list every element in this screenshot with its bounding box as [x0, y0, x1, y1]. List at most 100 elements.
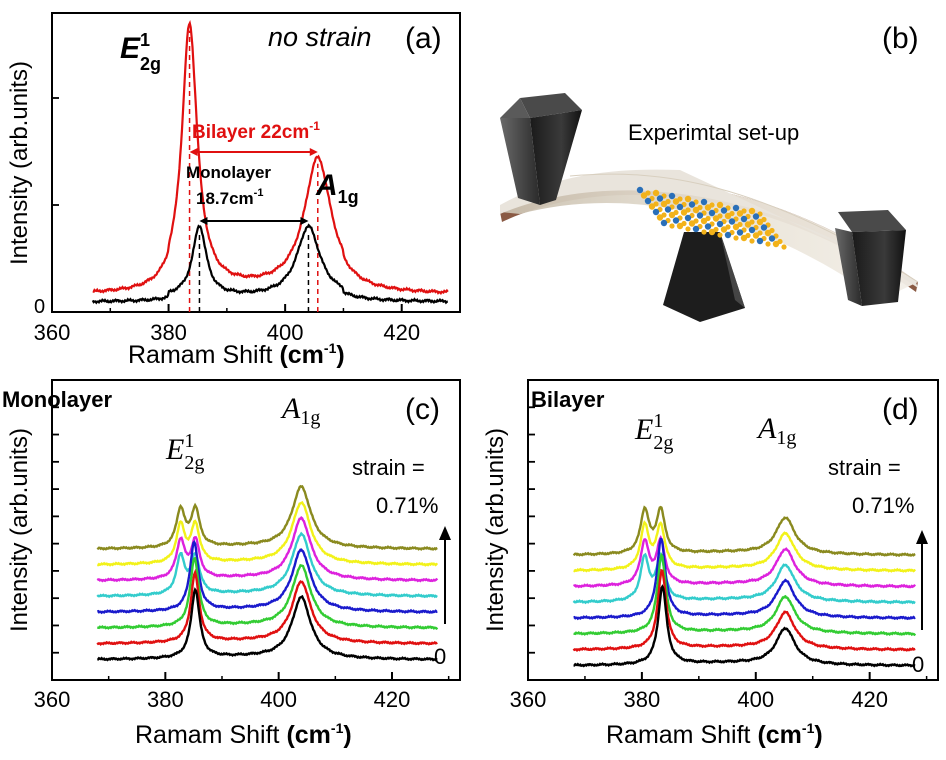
panel-d-strain-series-2: [573, 552, 917, 637]
panel-c-xtick-label: 400: [260, 687, 297, 712]
panel-d-strain-series-0: [573, 584, 916, 668]
lattice-atom: [676, 203, 684, 211]
lattice-atom: [720, 207, 728, 214]
lattice-atom: [660, 219, 668, 227]
panel-d-strain-series-1: [572, 568, 916, 652]
lattice-atom: [752, 232, 760, 239]
lattice-atom: [692, 225, 700, 233]
panel-c-strain-label: strain =: [352, 455, 425, 480]
panel-d-ticks: 360 380 400 420: [510, 406, 928, 712]
panel-c-a1g: A1g: [280, 392, 320, 429]
panel-a-annotations: [189, 148, 318, 225]
lattice-atom: [704, 223, 712, 230]
lattice-atom: [781, 244, 787, 250]
panel-c: 360 380 400 420 Monolayer (c) E1 2g A1g stra…: [2, 379, 461, 749]
panel-d-ylabel: Intensity (arb.units): [482, 428, 509, 632]
panel-a-monolayer-value: 18.7cm-1: [196, 187, 263, 208]
lattice-atom: [716, 220, 724, 228]
lattice-atom: [716, 201, 724, 209]
panel-a-a1g: A1g: [315, 169, 359, 207]
panel-d-label: (d): [882, 393, 919, 426]
lattice-atom: [656, 195, 664, 202]
panel-a-yzero: 0: [34, 296, 45, 318]
lattice-atom: [656, 214, 664, 221]
lattice-atom: [756, 218, 764, 226]
lattice-atom: [733, 235, 739, 241]
lattice-atom: [765, 241, 771, 247]
panel-a-label: (a): [405, 22, 442, 55]
panel-a-xtick-label: 380: [150, 320, 187, 345]
panel-d: 360 380 400 420 Bilayer (d) E1 2g A1g strain…: [482, 379, 939, 749]
lattice-atom: [672, 198, 680, 205]
lattice-atom: [701, 229, 707, 235]
panel-d-curves: [572, 505, 917, 668]
lattice-atom: [700, 217, 708, 225]
lattice-atom: [644, 197, 652, 205]
panel-d-xtick-label: 400: [737, 687, 774, 712]
panel-c-ticks: 360 380 400 420: [34, 406, 450, 712]
panel-a-bilayer-arrow: [189, 148, 318, 156]
lattice-atom: [744, 221, 752, 228]
panel-a-title: no strain: [268, 22, 372, 52]
left-top-block: [500, 93, 582, 205]
bottom-support: [663, 232, 745, 322]
panel-b: (b) Experimtal set-up: [500, 22, 919, 322]
panel-d-frame: [527, 379, 939, 681]
lattice-atom: [708, 228, 716, 236]
lattice-atom: [760, 224, 768, 231]
panel-d-title: Bilayer: [531, 387, 605, 412]
panel-d-strain-min: 0: [912, 652, 924, 677]
panel-a-ylabel: Intensity (arb.units): [6, 61, 33, 265]
lattice-atom: [732, 204, 740, 212]
panel-d-xlabel: Ramam Shift (cm-1): [606, 720, 823, 749]
mos2-lattice: [636, 186, 787, 250]
panel-c-strain-series-1: [96, 568, 438, 646]
lattice-atom: [636, 186, 644, 194]
panel-c-e2g: E1 2g: [165, 430, 204, 474]
panel-a: 360 380 400 420 (a) no strain E1 2g A1g Bila…: [6, 12, 461, 369]
panel-d-strain-arrow: [916, 530, 928, 630]
lattice-atom: [676, 222, 684, 230]
panel-d-strain-label: strain =: [828, 455, 901, 480]
panel-c-strain-series-7: [96, 484, 438, 551]
panel-c-strain-series-3: [97, 540, 438, 615]
panel-c-xlabel: Ramam Shift (cm-1): [135, 720, 352, 749]
lattice-atom: [692, 206, 700, 214]
lattice-atom: [740, 215, 748, 223]
panel-c-label: (c): [405, 393, 440, 426]
panel-c-strain-min: 0: [434, 644, 446, 669]
panel-c-frame: [51, 379, 461, 681]
panel-c-strain-series-4: [96, 531, 438, 599]
lattice-atom: [748, 207, 756, 215]
panel-d-xtick-label: 420: [851, 687, 888, 712]
right-top-block: [835, 210, 906, 306]
lattice-atom: [749, 238, 755, 244]
panel-c-curves: [96, 484, 439, 662]
panel-a-xtick-label: 400: [267, 320, 304, 345]
panel-c-strain-max: 0.71%: [376, 493, 438, 518]
panel-a-series-monolayer: [91, 223, 449, 305]
lattice-atom: [752, 213, 760, 220]
panel-a-e2g: E1 2g: [120, 30, 161, 74]
panel-a-series-bilayer: [92, 20, 449, 295]
lattice-atom: [700, 198, 708, 206]
lattice-atom: [717, 232, 723, 238]
lattice-atom: [728, 218, 736, 225]
panel-d-e2g: E1 2g: [634, 410, 673, 454]
panel-c-strain-series-2: [96, 556, 439, 631]
panel-a-frame: [51, 12, 461, 313]
lattice-atom: [736, 229, 744, 236]
lattice-atom: [764, 229, 772, 237]
lattice-atom: [768, 235, 776, 242]
lattice-atom: [652, 208, 660, 216]
lattice-atom: [669, 223, 675, 229]
lattice-atom: [724, 231, 732, 239]
panel-d-strain-series-6: [573, 520, 916, 573]
lattice-atom: [712, 215, 720, 222]
panel-c-strain-arrow: [439, 526, 451, 624]
lattice-atom: [696, 212, 704, 219]
lattice-atom: [736, 210, 744, 217]
lattice-atom: [748, 226, 756, 234]
panel-c-xtick-label: 360: [34, 687, 71, 712]
panel-a-ticks: 360 380 400 420: [34, 97, 420, 345]
